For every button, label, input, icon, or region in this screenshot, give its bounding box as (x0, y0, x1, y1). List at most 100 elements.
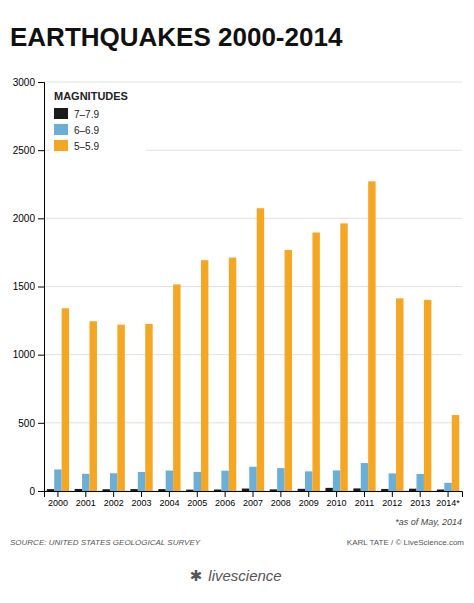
bar (173, 284, 180, 491)
bar (361, 463, 368, 491)
x-tick: 2001 (76, 491, 96, 508)
x-tick-label: 2002 (104, 498, 124, 508)
bar (452, 415, 459, 491)
bar (325, 488, 332, 491)
bar (90, 321, 97, 491)
bar (444, 483, 451, 491)
y-tick-label: 1000 (13, 349, 36, 360)
x-tick-mark (392, 491, 393, 497)
legend-item: 5–5.9 (54, 140, 99, 152)
legend: MAGNITUDES 7–7.9 6–6.9 5–5.9 (50, 86, 146, 156)
annotations: *as of May, 2014 SOURCE: UNITED STATES GE… (10, 517, 464, 585)
y-tick: 1000 (13, 349, 44, 360)
x-tick: 2014* (436, 491, 460, 508)
x-tick: 2004 (159, 491, 179, 508)
x-tick-mark (448, 491, 449, 497)
x-tick-label: 2008 (271, 498, 291, 508)
y-tick-mark (38, 218, 44, 219)
bar (312, 233, 319, 491)
bar-series (54, 463, 452, 491)
bar-series (62, 181, 460, 491)
bar (249, 467, 256, 491)
x-tick-label: 2014* (436, 498, 460, 508)
y-tick-mark (38, 423, 44, 424)
bar (285, 250, 292, 491)
legend-item: 7–7.9 (54, 108, 99, 120)
y-tick-mark (38, 355, 44, 356)
title: EARTHQUAKES 2000-2014 (10, 22, 343, 52)
x-tick-label: 2006 (215, 498, 235, 508)
plot: 0500100015002000250030002000200120022003… (13, 77, 463, 509)
bar (229, 258, 236, 491)
x-tick: 2013 (410, 491, 430, 508)
y-tick-mark (38, 150, 44, 151)
bar (47, 489, 54, 491)
y-tick-mark (38, 287, 44, 288)
bar (353, 488, 360, 491)
y-tick-label: 2500 (13, 145, 36, 156)
bar (270, 489, 277, 491)
x-tick-label: 2005 (187, 498, 207, 508)
source: SOURCE: UNITED STATES GEOLOGICAL SURVEY (10, 538, 201, 547)
x-tick: 2002 (104, 491, 124, 508)
y-tick: 1500 (13, 281, 44, 292)
bar (381, 489, 388, 491)
y-tick-label: 3000 (13, 77, 36, 88)
x-axis: 2000200120022003200420052006200720082009… (45, 491, 463, 508)
y-tick: 0 (29, 486, 44, 497)
bar (396, 298, 403, 491)
bar (221, 471, 228, 491)
bar (416, 474, 423, 491)
logo: livescience (208, 567, 281, 584)
x-tick-mark (85, 491, 86, 497)
bar (62, 308, 69, 491)
bar (424, 300, 431, 491)
y-tick-mark (38, 82, 44, 83)
y-tick-label: 2000 (13, 213, 36, 224)
legend-label: 5–5.9 (74, 141, 99, 152)
legend-background (50, 86, 146, 156)
y-tick: 2000 (13, 213, 44, 224)
bar (166, 471, 173, 491)
bar-series (47, 488, 445, 491)
bar (103, 489, 110, 491)
bar (186, 490, 193, 491)
y-tick-mark (38, 491, 44, 492)
bar (368, 181, 375, 491)
bar (75, 489, 82, 491)
x-tick-label: 2004 (159, 498, 179, 508)
x-tick-mark (280, 491, 281, 497)
bar (110, 473, 117, 491)
legend-title: MAGNITUDES (54, 90, 128, 102)
legend-swatch (54, 108, 68, 119)
note: *as of May, 2014 (395, 517, 462, 527)
x-tick-label: 2013 (410, 498, 430, 508)
bar (437, 490, 444, 491)
x-tick-mark (253, 491, 254, 497)
x-tick-label: 2009 (299, 498, 319, 508)
y-axis-line (38, 83, 45, 492)
grid (44, 82, 462, 491)
x-tick: 2008 (271, 491, 291, 508)
x-tick-mark (308, 491, 309, 497)
bars (47, 181, 459, 491)
credit: KARL TATE / © LiveScience.com (347, 538, 465, 547)
bar (242, 489, 249, 491)
bar (214, 490, 221, 491)
bar (145, 324, 152, 491)
x-tick: 2009 (299, 491, 319, 508)
x-tick-mark (113, 491, 114, 497)
bar (298, 489, 305, 491)
y-tick: 2500 (13, 145, 44, 156)
bar (409, 489, 416, 491)
bar (82, 474, 89, 491)
x-tick-mark (420, 491, 421, 497)
legend-item: 6–6.9 (54, 124, 99, 136)
x-tick-mark (364, 491, 365, 497)
x-tick: 2005 (187, 491, 207, 508)
bar (194, 472, 201, 491)
x-tick-mark (197, 491, 198, 497)
bar (333, 470, 340, 491)
legend-label: 6–6.9 (74, 125, 99, 136)
bar (277, 468, 284, 491)
